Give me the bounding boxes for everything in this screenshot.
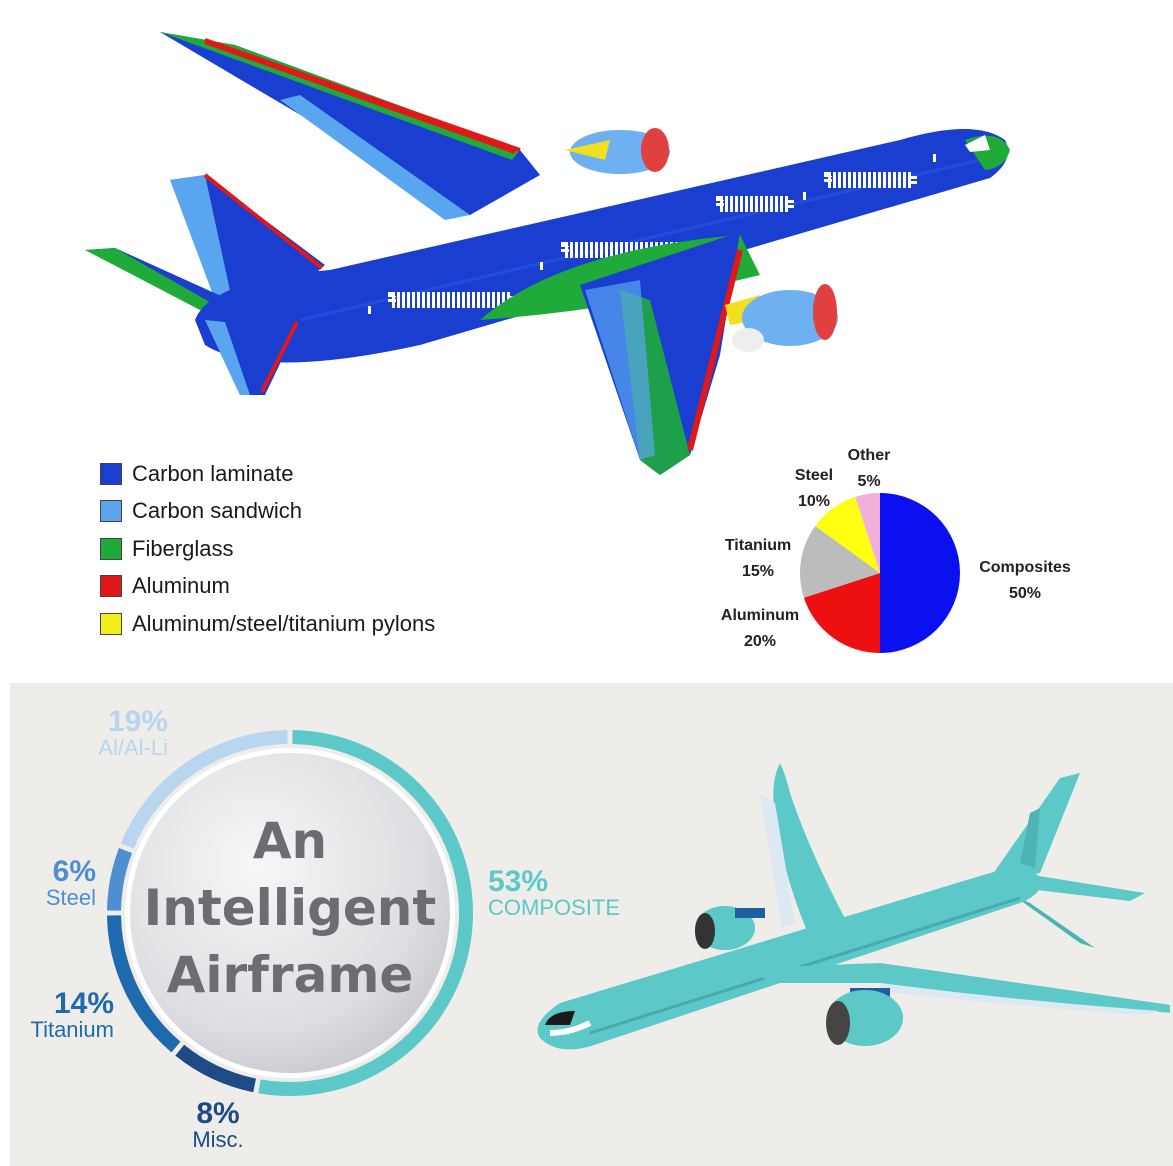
legend-item: Fiberglass	[100, 530, 435, 568]
legend-swatch	[100, 537, 122, 560]
donut-slice-value: 14%	[54, 987, 114, 1020]
pie-slice-steel	[815, 496, 880, 573]
pie-slice-value: 10%	[798, 493, 830, 510]
pie-slice-value: 20%	[744, 633, 776, 650]
donut-slice-value: 8%	[196, 1097, 239, 1130]
legend-item: Carbon sandwich	[100, 493, 435, 531]
airplane-materials-illustration	[85, 32, 1010, 475]
pie-slice-value: 50%	[1009, 585, 1041, 602]
legend-label: Aluminum/steel/titanium pylons	[132, 610, 436, 636]
donut-slice-name: Misc.	[192, 1127, 243, 1152]
pie-slice-name: Titanium	[725, 537, 791, 554]
donut-slice-value: 19%	[108, 705, 168, 738]
legend-item: Aluminum/steel/titanium pylons	[100, 605, 435, 643]
pie-slice-titanium	[800, 525, 880, 598]
pie-slice-composites	[880, 493, 960, 653]
center-title-line: Intelligent	[144, 879, 437, 937]
pie-slice-aluminum	[803, 573, 880, 653]
legend-label: Carbon sandwich	[132, 498, 302, 524]
legend-swatch	[100, 575, 122, 598]
bottom-panel: 53% COMPOSITE 8% Misc. 14% Titanium 6% Steel 19%…	[10, 683, 1173, 1166]
top-panel: Carbon laminate Carbon sandwich Fibergla…	[85, 32, 1071, 653]
donut-slice-name: Al/Al-Li	[98, 735, 168, 760]
pie-slice-value: 15%	[742, 563, 774, 580]
pie-slice-name: Aluminum	[721, 607, 799, 624]
pie-slice-value: 5%	[857, 473, 880, 490]
donut-arc-misc-	[175, 1044, 257, 1093]
airframe-donut-chart: 53%COMPOSITE 8%Misc. 14%Titanium 6%Steel 19%…	[30, 705, 620, 1152]
donut-arc-al-al-li	[120, 730, 288, 849]
legend-swatch	[100, 500, 122, 523]
center-title-line: Airframe	[167, 946, 414, 1004]
teal-airplane-illustration	[537, 763, 1170, 1050]
legend-label: Aluminum	[132, 573, 230, 599]
center-title-line: An	[253, 812, 327, 870]
legend-item: Carbon laminate	[100, 455, 435, 493]
materials-legend: Carbon laminate Carbon sandwich Fibergla…	[100, 455, 435, 643]
legend-swatch	[100, 612, 122, 635]
pie-slice-other	[855, 493, 880, 573]
donut-slice-name: Steel	[46, 885, 96, 910]
donut-arc-composite	[258, 730, 473, 1096]
pie-slice-name: Steel	[795, 467, 833, 484]
donut-arc-steel	[107, 848, 133, 911]
donut-slice-value: 6%	[53, 855, 96, 888]
legend-item: Aluminum	[100, 568, 435, 606]
materials-pie-chart: Composites 50% Aluminum 20% Titanium 15% Steel…	[721, 447, 1071, 653]
donut-center-disc	[130, 753, 450, 1073]
donut-slice-name: Titanium	[30, 1017, 114, 1042]
donut-slice-value: 53%	[488, 865, 548, 898]
legend-label: Carbon laminate	[132, 460, 294, 486]
legend-swatch	[100, 462, 122, 485]
donut-arc-titanium	[107, 915, 181, 1053]
pie-slice-name: Other	[848, 447, 891, 464]
donut-slice-name: COMPOSITE	[488, 895, 620, 920]
legend-label: Fiberglass	[132, 535, 234, 561]
pie-slice-name: Composites	[979, 559, 1071, 576]
